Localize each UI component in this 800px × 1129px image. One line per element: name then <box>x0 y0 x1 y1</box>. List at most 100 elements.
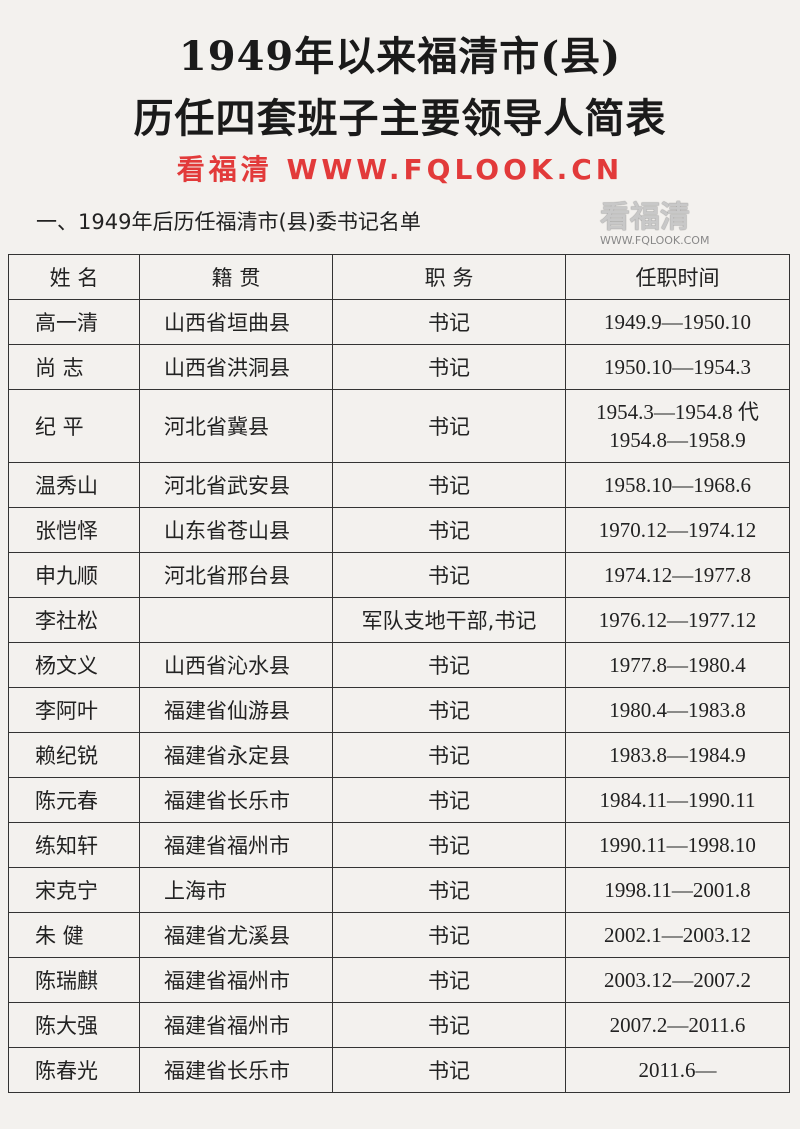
cell-origin: 福建省长乐市 <box>139 777 333 823</box>
cell-term: 1980.4—1983.8 <box>565 687 790 733</box>
cell-origin-text: 福建省福州市 <box>164 1014 290 1038</box>
cell-name: 高一清 <box>8 299 140 345</box>
cell-position: 书记 <box>332 687 566 733</box>
page-subtitle: 历任四套班子主要领导人简表 <box>133 95 667 142</box>
cell-origin-text: 山东省苍山县 <box>164 519 290 543</box>
cell-position-text: 书记 <box>428 744 470 768</box>
table-row: 杨文义 山西省沁水县 书记 1977.8—1980.4 <box>8 642 790 688</box>
cell-term-text: 1954.3—1954.8 代 <box>596 400 759 424</box>
cell-origin: 山西省沁水县 <box>139 642 333 688</box>
cell-term-text: 1950.10—1954.3 <box>604 355 751 379</box>
table-row: 纪 平 河北省冀县 书记 1954.3—1954.8 代 1954.8—1958.9 <box>8 389 790 463</box>
cell-term: 1958.10—1968.6 <box>565 462 790 508</box>
cell-name-text: 陈瑞麒 <box>35 969 98 993</box>
cell-name: 赖纪锐 <box>8 732 140 778</box>
cell-term: 2002.1—2003.12 <box>565 912 790 958</box>
cell-term-text: 1998.11—2001.8 <box>604 878 751 902</box>
watermark-url: WWW.FQLOOK.COM <box>600 234 710 247</box>
watermark-diagonal: 看福清 WWW.FQLOOK.CN <box>176 153 624 186</box>
cell-term-text: 1990.11—1998.10 <box>599 833 756 857</box>
cell-term-text: 2011.6— <box>638 1058 717 1082</box>
cell-name: 纪 平 <box>8 389 140 463</box>
cell-name: 杨文义 <box>8 642 140 688</box>
cell-name: 宋克宁 <box>8 867 140 913</box>
section-title: 一、1949年后历任福清市(县)委书记名单 <box>36 210 421 234</box>
cell-name: 申九顺 <box>8 552 140 598</box>
cell-origin: 河北省邢台县 <box>139 552 333 598</box>
cell-position: 书记 <box>332 777 566 823</box>
cell-origin: 福建省福州市 <box>139 957 333 1003</box>
cell-position: 书记 <box>332 822 566 868</box>
cell-name: 李阿叶 <box>8 687 140 733</box>
cell-term-text-2: 1954.8—1958.9 <box>609 428 746 452</box>
cell-position: 书记 <box>332 732 566 778</box>
cell-origin-text: 福建省长乐市 <box>164 1059 290 1083</box>
cell-term-text: 1980.4—1983.8 <box>609 698 746 722</box>
cell-name-text: 纪 平 <box>35 415 84 439</box>
cell-term: 1998.11—2001.8 <box>565 867 790 913</box>
cell-position: 书记 <box>332 867 566 913</box>
cell-term-text: 2002.1—2003.12 <box>604 923 751 947</box>
cell-term: 1949.9—1950.10 <box>565 299 790 345</box>
cell-position-text: 书记 <box>428 1014 470 1038</box>
table-header-row: 姓 名 籍 贯 职 务 任职时间 <box>8 254 790 300</box>
cell-term: 1984.11—1990.11 <box>565 777 790 823</box>
cell-name-text: 李社松 <box>35 609 98 633</box>
cell-term-text: 1970.12—1974.12 <box>598 518 757 542</box>
cell-term-text: 1976.12—1977.12 <box>598 608 757 632</box>
cell-name-text: 陈元春 <box>35 789 98 813</box>
cell-origin: 福建省福州市 <box>139 1002 333 1048</box>
cell-position: 书记 <box>332 642 566 688</box>
cell-position: 书记 <box>332 1047 566 1093</box>
cell-position: 书记 <box>332 344 566 390</box>
table-row: 朱 健 福建省尤溪县 书记 2002.1—2003.12 <box>8 912 790 958</box>
cell-name: 张恺怿 <box>8 507 140 553</box>
cell-name-text: 李阿叶 <box>35 699 98 723</box>
table-row: 陈瑞麒 福建省福州市 书记 2003.12—2007.2 <box>8 957 790 1003</box>
cell-origin: 山东省苍山县 <box>139 507 333 553</box>
cell-origin-text: 福建省永定县 <box>164 744 290 768</box>
cell-origin: 河北省武安县 <box>139 462 333 508</box>
cell-term-text: 1977.8—1980.4 <box>609 653 746 677</box>
cell-term: 1970.12—1974.12 <box>565 507 790 553</box>
cell-term-text: 1958.10—1968.6 <box>604 473 751 497</box>
cell-name-text: 朱 健 <box>35 924 84 948</box>
cell-position-text: 书记 <box>428 654 470 678</box>
cell-position-text: 书记 <box>428 834 470 858</box>
cell-position: 书记 <box>332 299 566 345</box>
cell-term: 2003.12—2007.2 <box>565 957 790 1003</box>
cell-position-text: 军队支地干部,书记 <box>361 609 537 633</box>
cell-term: 1950.10—1954.3 <box>565 344 790 390</box>
cell-name-text: 练知轩 <box>35 834 98 858</box>
table-row: 申九顺 河北省邢台县 书记 1974.12—1977.8 <box>8 552 790 598</box>
cell-name-text: 高一清 <box>35 311 98 335</box>
cell-position-text: 书记 <box>428 311 470 335</box>
cell-origin-text: 福建省长乐市 <box>164 789 290 813</box>
cell-position-text: 书记 <box>428 969 470 993</box>
cell-name: 陈瑞麒 <box>8 957 140 1003</box>
cell-term-text: 2007.2—2011.6 <box>609 1013 746 1037</box>
cell-position: 军队支地干部,书记 <box>332 597 566 643</box>
cell-origin-text: 河北省冀县 <box>164 415 269 439</box>
table-row: 高一清 山西省垣曲县 书记 1949.9—1950.10 <box>8 299 790 345</box>
table-row: 温秀山 河北省武安县 书记 1958.10—1968.6 <box>8 462 790 508</box>
cell-name: 练知轩 <box>8 822 140 868</box>
cell-term-text: 2003.12—2007.2 <box>604 968 751 992</box>
cell-origin: 福建省尤溪县 <box>139 912 333 958</box>
table-row: 尚 志 山西省洪洞县 书记 1950.10—1954.3 <box>8 344 790 390</box>
cell-position-text: 书记 <box>428 519 470 543</box>
cell-name: 陈元春 <box>8 777 140 823</box>
cell-position-text: 书记 <box>428 1059 470 1083</box>
cell-origin-text: 山西省垣曲县 <box>164 311 290 335</box>
cell-name-text: 宋克宁 <box>35 879 98 903</box>
table-row: 李社松 军队支地干部,书记 1976.12—1977.12 <box>8 597 790 643</box>
cell-origin <box>139 597 333 643</box>
column-header-position: 职 务 <box>332 254 566 300</box>
cell-origin-text: 福建省尤溪县 <box>164 924 290 948</box>
cell-name-text: 杨文义 <box>35 654 98 678</box>
column-header-term: 任职时间 <box>565 254 790 300</box>
cell-name-text: 申九顺 <box>35 564 98 588</box>
cell-name: 陈春光 <box>8 1047 140 1093</box>
cell-position: 书记 <box>332 1002 566 1048</box>
column-header-name: 姓 名 <box>8 254 140 300</box>
